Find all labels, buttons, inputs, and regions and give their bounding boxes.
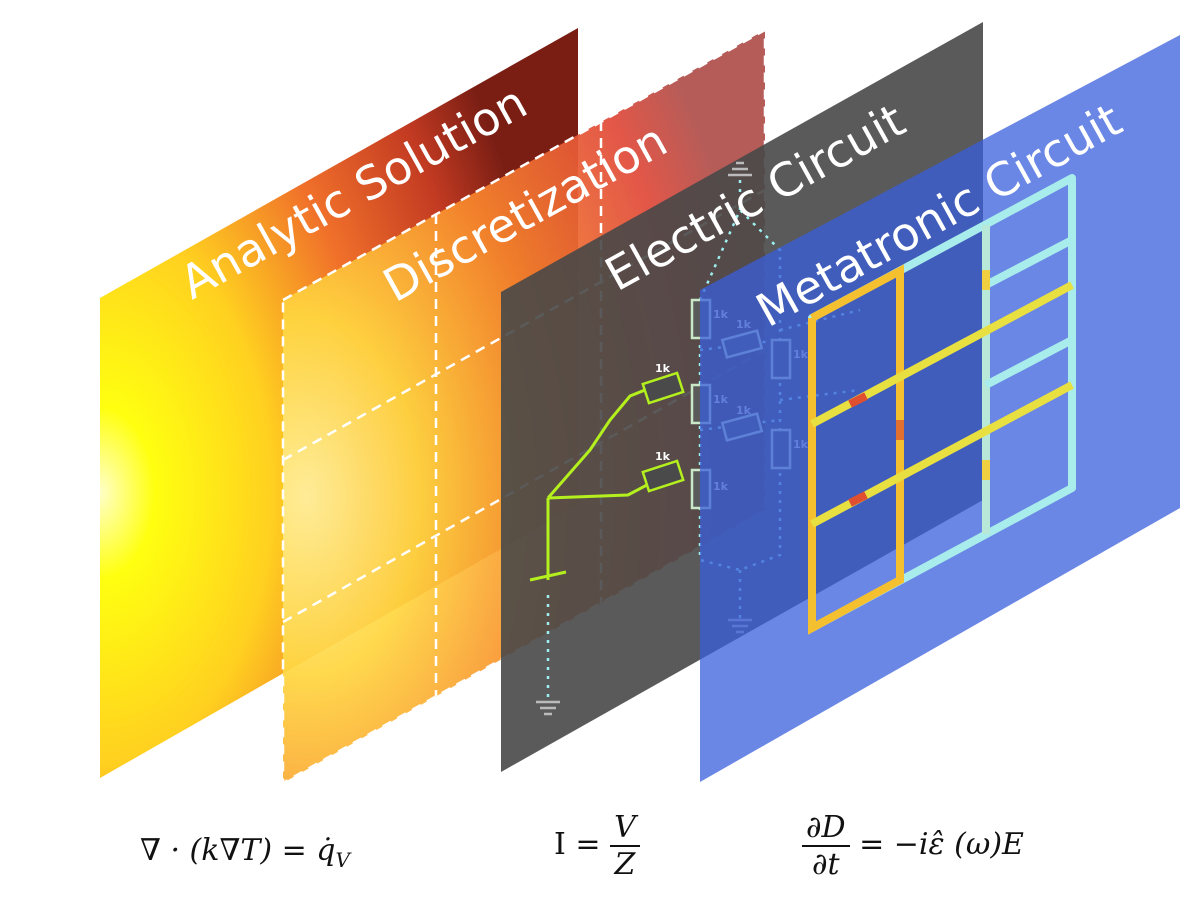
maxwell-fraction: ∂D ∂t bbox=[802, 810, 850, 882]
heat-equation: ∇ · (k∇T) = q̇V bbox=[140, 833, 350, 872]
metatronic-grid bbox=[808, 174, 1076, 635]
ohm-equation: I = V Z bbox=[554, 810, 640, 882]
resistor-2 bbox=[641, 459, 685, 493]
metatronic-circuit-panel bbox=[700, 35, 1180, 782]
ohm-numerator: V bbox=[610, 810, 640, 847]
ohm-denominator: Z bbox=[614, 847, 636, 882]
maxwell-denominator: ∂t bbox=[812, 847, 840, 882]
heat-equation-text: ∇ · (k∇T) = q̇ bbox=[140, 833, 336, 868]
ohm-fraction: V Z bbox=[610, 810, 640, 882]
maxwell-equation: ∂D ∂t = −iε̂ (ω)E bbox=[802, 810, 1024, 882]
maxwell-numerator: ∂D bbox=[802, 810, 850, 847]
heat-equation-subscript: V bbox=[335, 848, 350, 872]
ohm-equation-lhs: I = bbox=[554, 827, 601, 862]
resistor-label-2: 1k bbox=[655, 450, 671, 463]
resistor-1 bbox=[641, 371, 685, 405]
maxwell-rhs: = −iε̂ (ω)E bbox=[859, 827, 1024, 862]
resistor-label-1: 1k bbox=[655, 362, 671, 375]
